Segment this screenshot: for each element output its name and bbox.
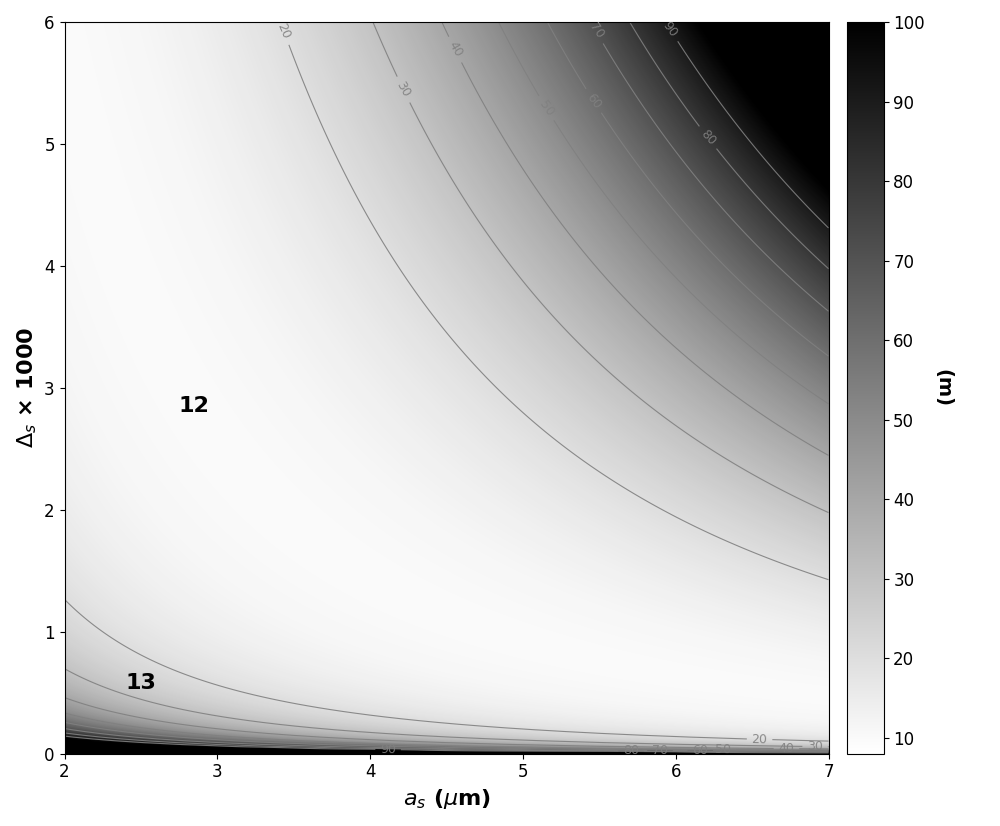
- Text: 20: 20: [751, 733, 768, 746]
- Text: 40: 40: [778, 742, 794, 755]
- Text: 80: 80: [623, 744, 639, 757]
- Text: 70: 70: [652, 744, 668, 757]
- Text: 80: 80: [698, 127, 718, 148]
- Text: 13: 13: [125, 673, 156, 693]
- Text: 20: 20: [275, 21, 293, 41]
- Text: 90: 90: [660, 19, 680, 40]
- Y-axis label: (m): (m): [934, 369, 953, 407]
- Text: 50: 50: [536, 98, 556, 118]
- X-axis label: $a_s$ ($\mu$m): $a_s$ ($\mu$m): [403, 787, 490, 811]
- Text: 50: 50: [715, 743, 731, 756]
- Text: 40: 40: [446, 40, 465, 59]
- Text: 30: 30: [807, 740, 823, 753]
- Y-axis label: $\Delta_s$ × 1000: $\Delta_s$ × 1000: [15, 327, 39, 449]
- Text: 60: 60: [692, 743, 708, 757]
- Text: 60: 60: [584, 91, 604, 111]
- Text: 70: 70: [586, 21, 606, 41]
- Text: 12: 12: [179, 396, 210, 416]
- Text: 30: 30: [394, 79, 413, 100]
- Text: 90: 90: [380, 743, 396, 756]
